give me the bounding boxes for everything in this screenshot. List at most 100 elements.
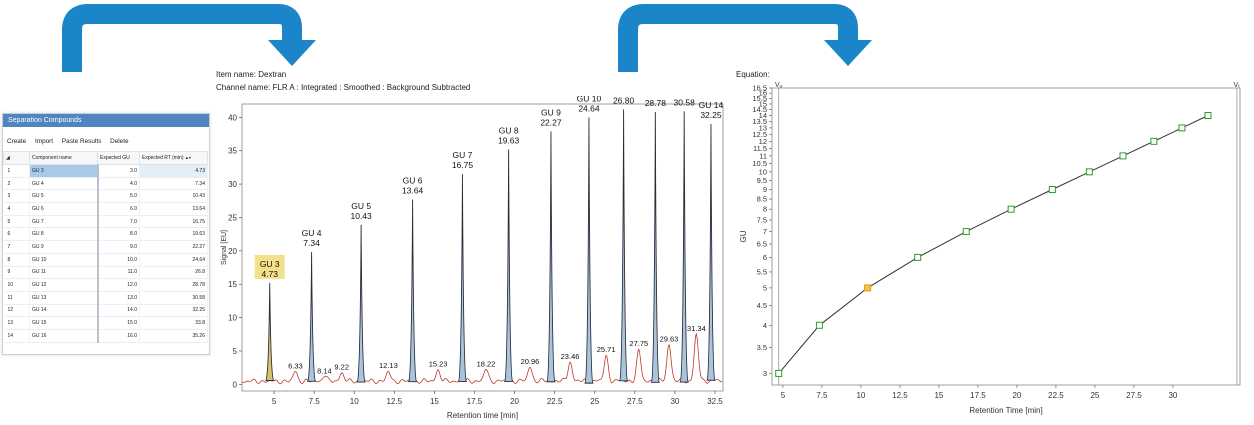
row-component-name[interactable]: GU 6 (29, 202, 99, 216)
table-row[interactable]: 3 GU 5 5.0 10.43 (3, 189, 208, 204)
row-expected-rt[interactable]: 7.34 (139, 177, 208, 191)
row-component-name[interactable]: GU 5 (29, 189, 99, 204)
row-expected-rt[interactable]: 30.58 (139, 291, 208, 305)
row-index[interactable]: 1 (3, 164, 30, 178)
peak (407, 199, 418, 383)
row-index[interactable]: 12 (3, 304, 30, 318)
peak (546, 131, 556, 383)
row-component-name[interactable]: GU 15 (29, 316, 99, 330)
row-index[interactable]: 6 (3, 227, 30, 242)
table-row[interactable]: 7 GU 9 9.0 22.27 (3, 240, 208, 254)
row-expected-gu[interactable]: 8.0 (97, 227, 140, 242)
row-index[interactable]: 14 (3, 329, 30, 343)
row-expected-rt[interactable]: 10.43 (139, 189, 208, 204)
row-expected-rt[interactable]: 26.8 (139, 266, 208, 280)
row-component-name[interactable]: GU 8 (29, 227, 99, 242)
y-tick-label: 3.5 (757, 343, 767, 352)
paste-results-button[interactable]: Paste Results (61, 138, 102, 145)
x-tick-label: 5 (272, 397, 277, 406)
import-button[interactable]: Import (34, 138, 54, 145)
row-index[interactable]: 2 (3, 177, 30, 191)
table-row[interactable]: 11 GU 13 13.0 30.58 (3, 291, 208, 305)
y-tick-label: 3 (763, 369, 767, 378)
row-index[interactable]: 3 (3, 189, 30, 204)
row-component-name[interactable]: GU 7 (29, 215, 99, 229)
table-row[interactable]: 6 GU 8 8.0 19.63 (3, 227, 208, 242)
vline-label: Vₜ (1234, 82, 1241, 89)
table-row[interactable]: 13 GU 15 15.0 33.8 (3, 316, 208, 330)
row-index[interactable]: 13 (3, 316, 30, 330)
row-expected-rt[interactable]: 4.73 (139, 164, 208, 178)
table-row[interactable]: 1 GU 3 3.0 4.73 (3, 164, 208, 178)
column-header-name[interactable]: Component name (29, 151, 98, 165)
sort-icon[interactable]: ▲▾ (184, 155, 191, 160)
row-expected-gu[interactable]: 7.0 (97, 215, 140, 229)
row-component-name[interactable]: GU 12 (29, 278, 99, 292)
row-component-name[interactable]: GU 11 (29, 266, 99, 280)
y-tick-label: 7.5 (757, 216, 767, 225)
row-component-name[interactable]: GU 14 (29, 304, 99, 318)
delete-button[interactable]: Delete (110, 138, 129, 145)
row-expected-gu[interactable]: 9.0 (97, 240, 140, 254)
row-expected-gu[interactable]: 3.0 (97, 164, 140, 178)
row-expected-rt[interactable]: 32.25 (139, 304, 208, 318)
row-index[interactable]: 9 (3, 266, 30, 280)
x-tick-label: 30 (1168, 391, 1177, 400)
row-expected-gu[interactable]: 4.0 (97, 177, 140, 191)
x-tick-label: 25 (590, 397, 599, 406)
row-index[interactable]: 10 (3, 278, 30, 292)
table-row[interactable]: 12 GU 14 14.0 32.25 (3, 304, 208, 318)
table-row[interactable]: 8 GU 10 10.0 24.64 (3, 253, 208, 267)
row-expected-gu[interactable]: 10.0 (97, 253, 140, 267)
peak (265, 282, 275, 381)
row-expected-rt[interactable]: 33.8 (139, 316, 208, 330)
row-expected-rt[interactable]: 19.63 (139, 227, 208, 242)
column-header-expected-gu[interactable]: Expected GU (97, 151, 140, 165)
row-expected-rt[interactable]: 13.64 (139, 202, 208, 216)
row-expected-gu[interactable]: 16.0 (97, 329, 140, 343)
row-component-name[interactable]: GU 9 (29, 240, 99, 254)
table-row[interactable]: 5 GU 7 7.0 16.75 (3, 215, 208, 229)
peak-rt-label: 16.75 (452, 160, 474, 170)
row-expected-gu[interactable]: 12.0 (97, 278, 140, 292)
row-index[interactable]: 7 (3, 240, 30, 254)
table-row[interactable]: 10 GU 12 12.0 28.78 (3, 278, 208, 292)
row-component-name[interactable]: GU 10 (29, 253, 99, 267)
row-index[interactable]: 8 (3, 253, 30, 267)
column-header-expected-rt[interactable]: Expected RT (min) ▲▾ (139, 151, 208, 165)
row-expected-gu[interactable]: 6.0 (97, 202, 140, 216)
row-component-name[interactable]: GU 4 (29, 177, 99, 191)
separation-compounds-panel: Separation Compounds Create Import Paste… (2, 113, 210, 355)
x-tick-label: 12.5 (387, 397, 403, 406)
row-expected-gu[interactable]: 5.0 (97, 189, 140, 204)
x-tick-label: 20 (510, 397, 519, 406)
row-expected-gu[interactable]: 13.0 (97, 291, 140, 305)
select-all-corner-icon[interactable]: ◢ (3, 151, 30, 165)
row-index[interactable]: 5 (3, 215, 30, 229)
table-row[interactable]: 4 GU 6 6.0 13.64 (3, 202, 208, 216)
create-button[interactable]: Create (7, 138, 27, 145)
x-tick-label: 15 (934, 391, 943, 400)
row-expected-rt[interactable]: 22.27 (139, 240, 208, 254)
peak-rt-label: 13.64 (402, 185, 424, 195)
minor-peak-label: 8.14 (317, 367, 332, 376)
row-expected-rt[interactable]: 28.78 (139, 278, 208, 292)
row-component-name[interactable]: GU 13 (29, 291, 99, 305)
row-component-name[interactable]: GU 3 (29, 164, 99, 178)
row-expected-rt[interactable]: 16.75 (139, 215, 208, 229)
row-expected-gu[interactable]: 11.0 (97, 266, 140, 280)
row-index[interactable]: 11 (3, 291, 30, 305)
row-index[interactable]: 4 (3, 202, 30, 216)
row-expected-rt[interactable]: 35.26 (139, 329, 208, 343)
calibration-curve-chart: 33.544.555.566.577.588.599.51010.51111.5… (739, 82, 1241, 415)
minor-peak-label: 25.71 (597, 345, 616, 354)
row-component-name[interactable]: GU 16 (29, 329, 99, 343)
row-expected-gu[interactable]: 14.0 (97, 304, 140, 318)
table-row[interactable]: 9 GU 11 11.0 26.8 (3, 266, 208, 280)
table-row[interactable]: 14 GU 16 16.0 35.26 (3, 329, 208, 343)
row-expected-gu[interactable]: 15.0 (97, 316, 140, 330)
peak-rt-label: 28.78 (645, 98, 667, 108)
row-expected-rt[interactable]: 24.64 (139, 253, 208, 267)
chromatogram-chart: 0 5 10 15 20 25 30 35 40 5 7.5 10 12.5 15 17.5 20 22.5 25… (221, 96, 724, 420)
table-row[interactable]: 2 GU 4 4.0 7.34 (3, 177, 208, 191)
